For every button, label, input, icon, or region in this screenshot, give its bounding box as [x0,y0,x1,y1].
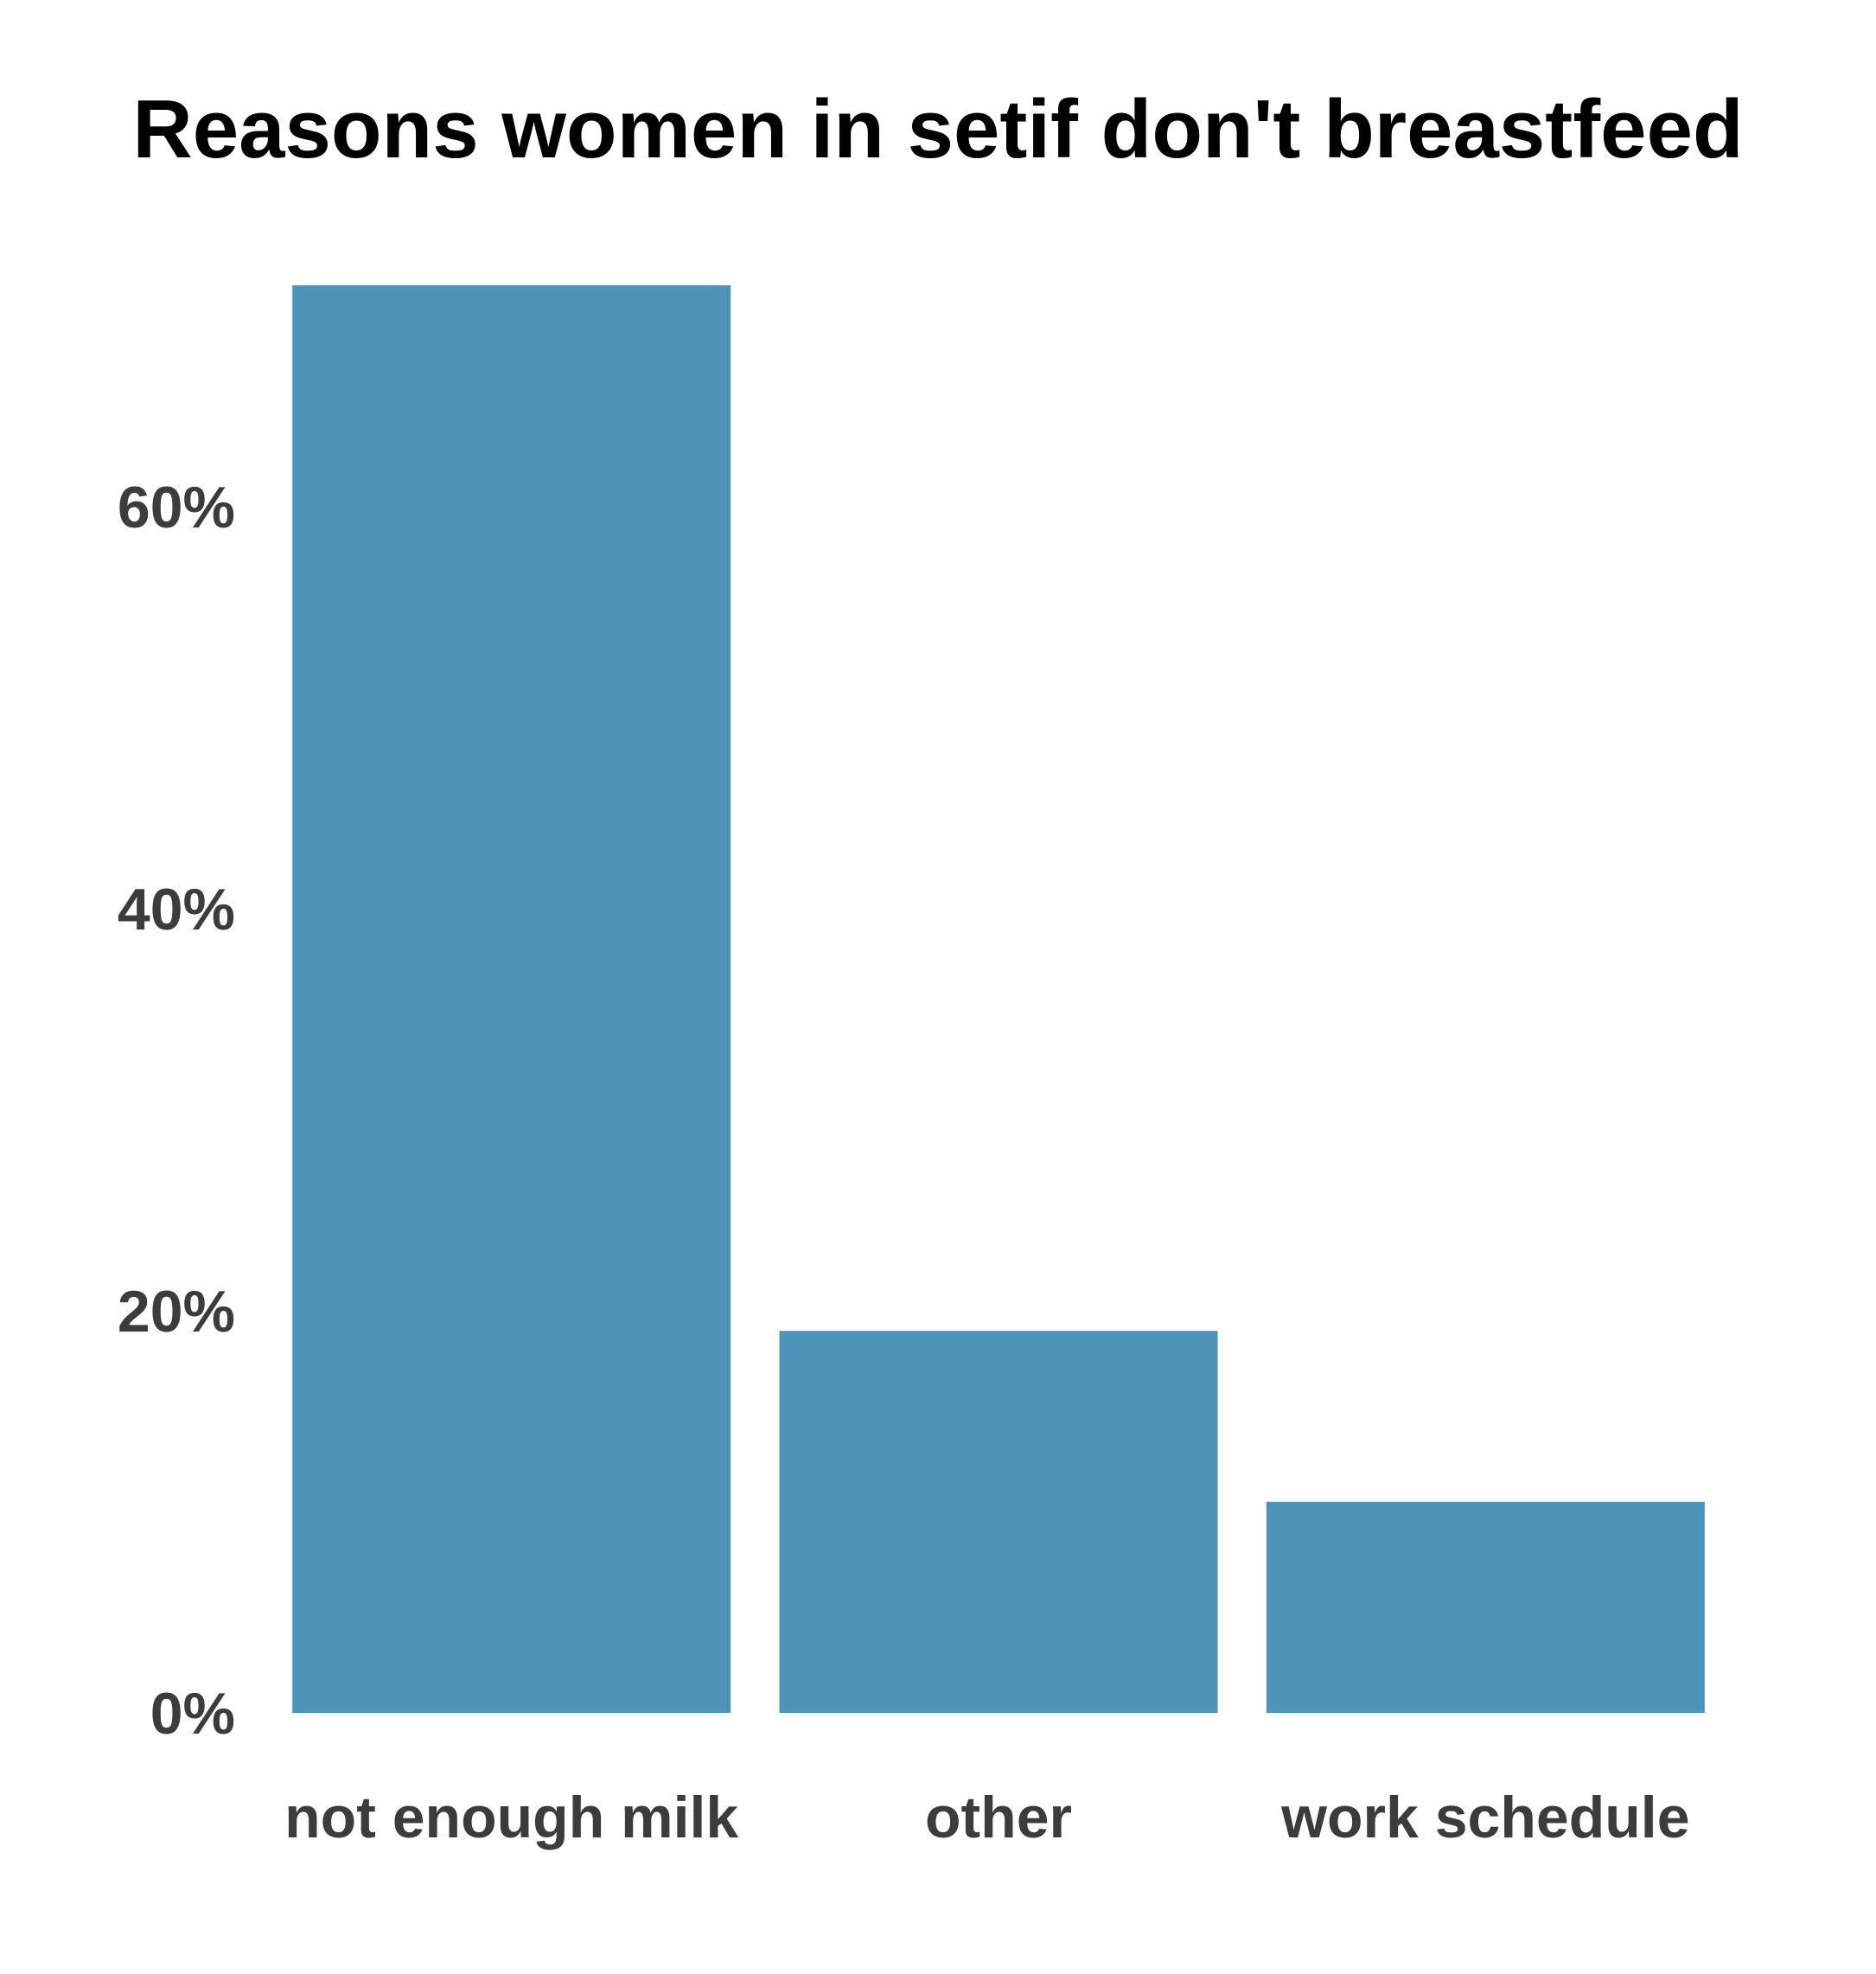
y-axis-ticks: 0% 20% 40% 60% [118,475,235,1747]
y-tick-label: 0% [150,1681,235,1747]
x-tick-label: work schedule [1280,1785,1689,1850]
y-tick-label: 60% [118,475,235,540]
y-tick-label: 40% [118,877,235,942]
bars-layer [292,285,1705,1713]
chart-title: Reasons women in setif don't breastfeed [132,83,1744,176]
x-axis-ticks: not enough milk other work schedule [284,1785,1689,1850]
x-tick-label: not enough milk [284,1785,738,1850]
bar-not-enough-milk [292,285,731,1713]
y-tick-label: 20% [118,1279,235,1345]
x-tick-label: other [925,1785,1072,1850]
bar-other [779,1331,1218,1713]
bar-work-schedule [1266,1501,1705,1713]
